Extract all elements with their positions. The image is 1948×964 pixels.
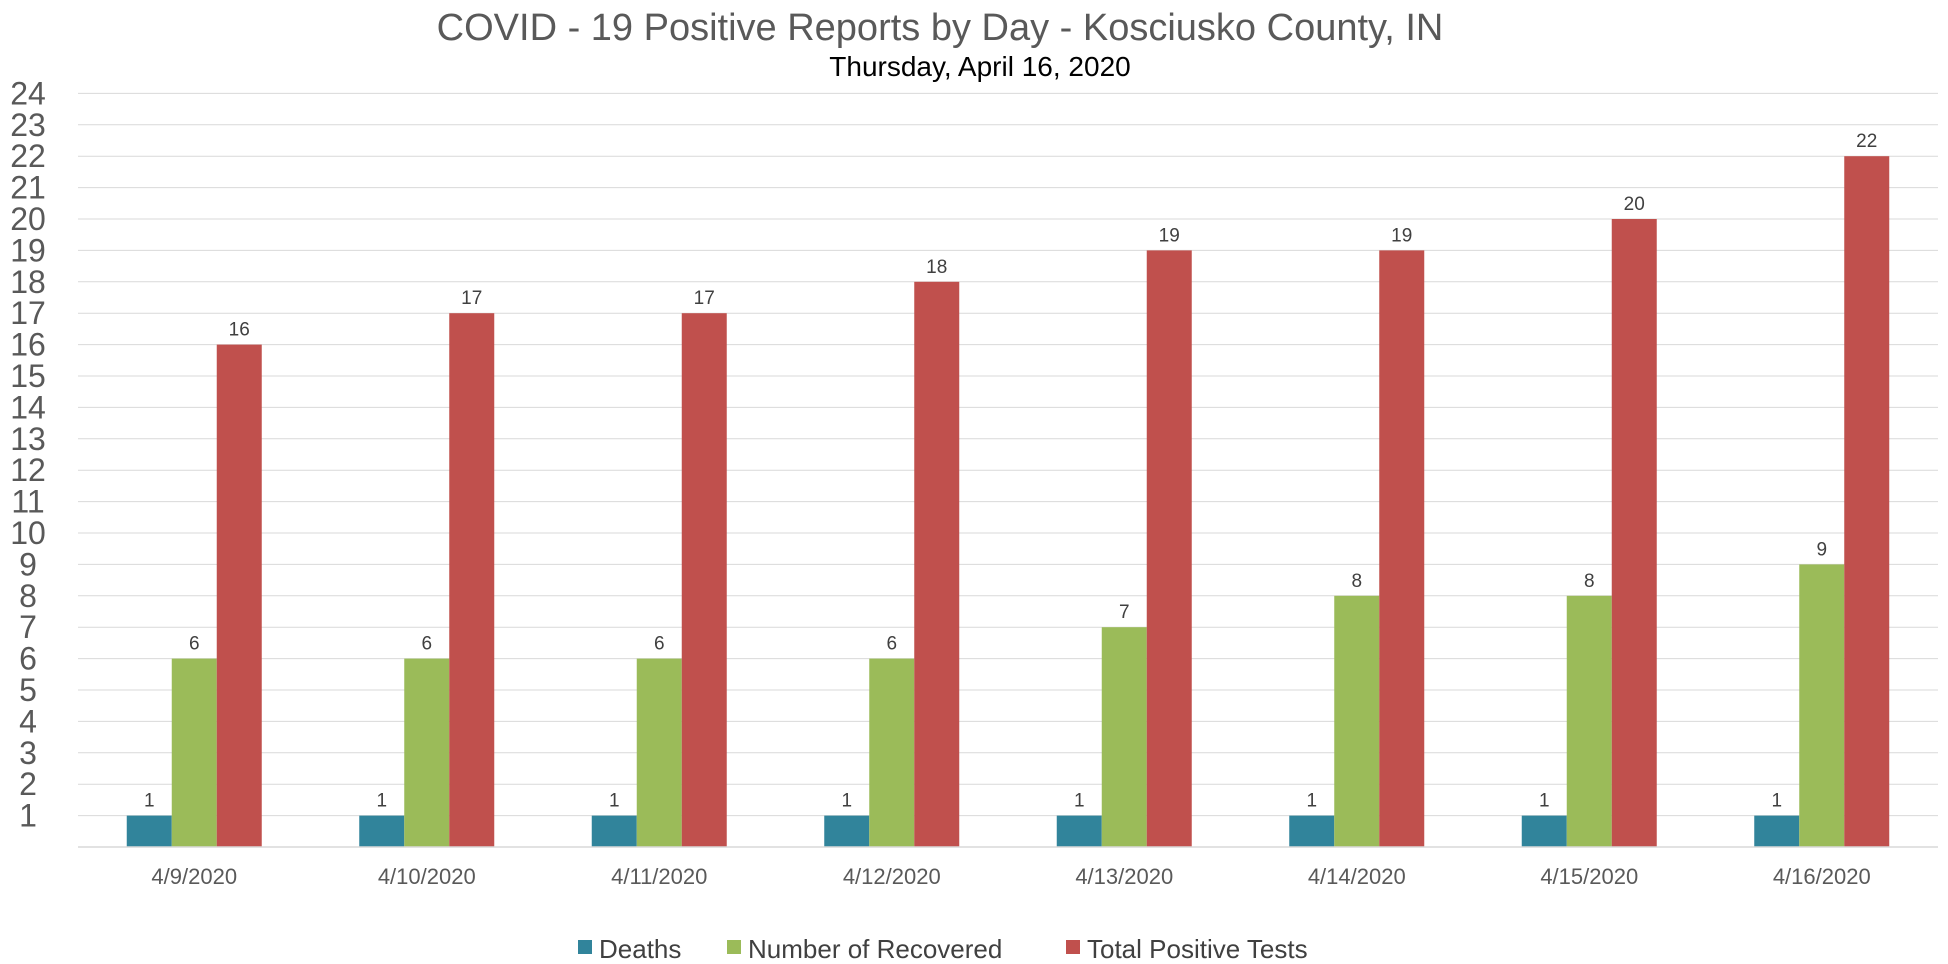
data-label: 17: [694, 288, 715, 309]
y-tick-label: 18: [10, 264, 46, 300]
y-tick-label: 8: [19, 578, 37, 614]
y-tick-label: 20: [10, 201, 46, 237]
data-label: 1: [1306, 791, 1317, 812]
bar-total-positive-tests: [681, 313, 727, 847]
bar-total-positive-tests: [914, 281, 960, 847]
x-tick-label: 4/14/2020: [1308, 864, 1406, 889]
legend-label: Deaths: [599, 934, 681, 964]
y-tick-label: 10: [10, 515, 46, 551]
y-tick-label: 13: [10, 421, 46, 457]
legend-swatch: [1066, 940, 1080, 954]
y-tick-label: 14: [10, 389, 46, 425]
bar-total-positive-tests: [1379, 250, 1425, 847]
x-axis-ticks: 4/9/2020 4/10/2020 4/11/2020 4/12/2020 4/13/…: [151, 864, 1870, 889]
y-tick-label: 17: [10, 295, 46, 331]
bar-number-of-recovered: [1334, 595, 1380, 847]
bar-total-positive-tests: [1844, 156, 1890, 847]
bar-number-of-recovered: [404, 658, 450, 847]
legend-label: Total Positive Tests: [1087, 934, 1308, 964]
data-label: 8: [1351, 571, 1362, 592]
x-tick-label: 4/10/2020: [378, 864, 476, 889]
data-label: 16: [229, 320, 250, 341]
data-label: 17: [461, 288, 482, 309]
data-label: 6: [421, 634, 432, 655]
chart-title: COVID - 19 Positive Reports by Day - Kos…: [437, 7, 1444, 49]
x-tick-label: 4/12/2020: [843, 864, 941, 889]
bar-number-of-recovered: [1566, 595, 1612, 847]
bar-deaths: [1521, 815, 1567, 847]
bar-deaths: [1056, 815, 1102, 847]
data-label: 7: [1119, 602, 1130, 623]
bar-deaths: [359, 815, 405, 847]
data-label: 6: [886, 634, 897, 655]
bar-deaths: [1289, 815, 1335, 847]
data-label: 1: [1539, 791, 1550, 812]
data-label: 20: [1624, 194, 1645, 215]
legend-label: Number of Recovered: [748, 934, 1002, 964]
data-label: 1: [841, 791, 852, 812]
y-tick-label: 16: [10, 327, 46, 363]
data-label: 19: [1391, 225, 1412, 246]
y-tick-label: 2: [19, 766, 37, 802]
legend-swatch: [727, 940, 741, 954]
data-label: 1: [1771, 791, 1782, 812]
bar-total-positive-tests: [1146, 250, 1192, 847]
x-tick-label: 4/11/2020: [611, 864, 707, 889]
bar-number-of-recovered: [869, 658, 915, 847]
data-label: 1: [144, 791, 155, 812]
gridlines: [78, 92, 1938, 817]
legend: Deaths Number of Recovered Total Positive …: [578, 934, 1308, 964]
bar-deaths: [824, 815, 870, 847]
data-label: 6: [189, 634, 200, 655]
data-label: 8: [1584, 571, 1595, 592]
data-label: 1: [609, 791, 620, 812]
bar-number-of-recovered: [1101, 627, 1147, 847]
data-label: 22: [1856, 131, 1877, 152]
bar-total-positive-tests: [216, 344, 262, 847]
legend-swatch: [578, 940, 592, 954]
y-tick-label: 5: [19, 672, 37, 708]
y-tick-label: 11: [11, 484, 44, 520]
y-tick-label: 22: [10, 138, 46, 174]
y-tick-label: 23: [10, 107, 46, 143]
y-tick-label: 9: [19, 546, 37, 582]
x-tick-label: 4/16/2020: [1773, 864, 1871, 889]
y-tick-label: 3: [19, 735, 37, 771]
chart-subtitle: Thursday, April 16, 2020: [829, 51, 1130, 82]
data-label: 1: [1074, 791, 1085, 812]
x-tick-label: 4/13/2020: [1075, 864, 1173, 889]
y-tick-label: 19: [10, 232, 46, 268]
y-tick-label: 24: [10, 75, 46, 111]
bar-total-positive-tests: [449, 313, 495, 847]
x-tick-label: 4/15/2020: [1540, 864, 1638, 889]
bar-deaths: [126, 815, 172, 847]
x-tick-label: 4/9/2020: [151, 864, 237, 889]
bar-number-of-recovered: [171, 658, 217, 847]
y-tick-label: 15: [10, 358, 46, 394]
y-tick-label: 6: [19, 641, 37, 677]
bar-number-of-recovered: [636, 658, 682, 847]
bar-deaths: [591, 815, 637, 847]
data-label: 19: [1159, 225, 1180, 246]
bar-total-positive-tests: [1611, 219, 1657, 847]
bars: [126, 156, 1890, 847]
data-label: 1: [376, 791, 387, 812]
data-label: 6: [654, 634, 665, 655]
y-tick-label: 12: [10, 452, 46, 488]
y-tick-label: 1: [19, 798, 37, 834]
y-tick-label: 21: [10, 170, 46, 206]
y-tick-label: 4: [19, 703, 37, 739]
data-label: 18: [926, 257, 947, 278]
y-tick-label: 7: [19, 609, 37, 645]
bar-deaths: [1754, 815, 1800, 847]
bar-number-of-recovered: [1799, 564, 1845, 847]
data-label: 9: [1816, 539, 1827, 560]
